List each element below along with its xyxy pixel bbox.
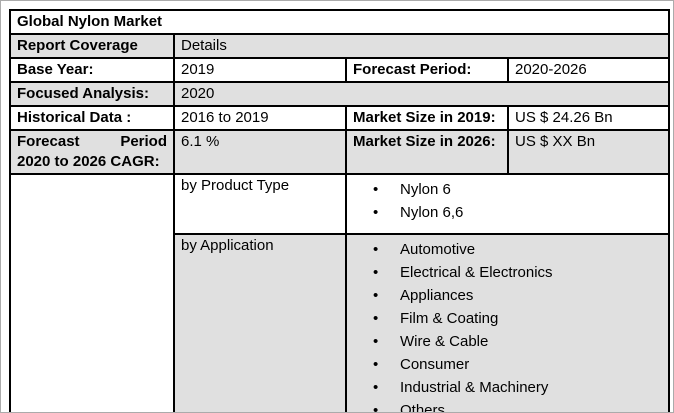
historical-data-label: Historical Data :: [9, 105, 175, 131]
market-size-2019-value: US $ 24.26 Bn: [506, 105, 671, 131]
table-row-base-year: Base Year: 2019 Forecast Period: 2020-20…: [9, 57, 671, 83]
table-row-report-coverage: Report Coverage Details: [9, 33, 671, 59]
report-coverage-label: Report Coverage: [9, 33, 175, 59]
base-year-value: 2019: [173, 57, 347, 83]
market-size-2026-value: US $ XX Bn: [506, 129, 671, 175]
application-label: by Application: [173, 233, 347, 412]
historical-data-value: 2016 to 2019: [173, 105, 347, 131]
table-title: Global Nylon Market: [8, 9, 671, 35]
list-item: Nylon 6,6: [353, 201, 662, 224]
application-list-cell: Automotive Electrical & Electronics Appl…: [344, 233, 671, 412]
focused-analysis-label: Focused Analysis:: [9, 81, 175, 107]
market-size-2026-label: Market Size in 2026:: [345, 129, 509, 175]
forecast-period-label: Forecast Period:: [345, 57, 509, 83]
list-item: Film & Coating: [353, 307, 662, 330]
segments-spacer-cell: [9, 173, 175, 412]
table-row-title: Global Nylon Market: [8, 9, 671, 35]
list-item: Nylon 6: [353, 178, 662, 201]
cagr-value: 6.1 %: [173, 129, 347, 175]
report-coverage-value: Details: [172, 33, 671, 59]
list-item: Automotive: [353, 238, 662, 261]
focused-analysis-value: 2020: [172, 81, 671, 107]
list-item: Electrical & Electronics: [353, 261, 662, 284]
table-row-focused-analysis: Focused Analysis: 2020: [9, 81, 671, 107]
product-type-list: Nylon 6 Nylon 6,6: [353, 178, 662, 224]
list-item: Appliances: [353, 284, 662, 307]
base-year-label: Base Year:: [9, 57, 175, 83]
cagr-label: Forecast Period 2020 to 2026 CAGR:: [9, 129, 175, 175]
table-row-product-type: by Product Type Nylon 6 Nylon 6,6: [9, 173, 671, 412]
table-row-cagr: Forecast Period 2020 to 2026 CAGR: 6.1 %…: [9, 129, 671, 175]
table-row-historical-data: Historical Data : 2016 to 2019 Market Si…: [9, 105, 671, 131]
application-list: Automotive Electrical & Electronics Appl…: [353, 238, 662, 412]
list-item: Consumer: [353, 353, 662, 376]
list-item: Wire & Cable: [353, 330, 662, 353]
market-size-2019-label: Market Size in 2019:: [345, 105, 509, 131]
list-item: Others: [353, 399, 662, 412]
table-row-application: by Application Automotive Electrical & E…: [10, 233, 671, 412]
report-coverage-table: Global Nylon Market Report Coverage Deta…: [8, 9, 671, 412]
list-item: Industrial & Machinery: [353, 376, 662, 399]
product-type-list-cell: Nylon 6 Nylon 6,6: [344, 173, 671, 235]
product-type-label: by Product Type: [173, 173, 347, 235]
forecast-period-value: 2020-2026: [506, 57, 671, 83]
